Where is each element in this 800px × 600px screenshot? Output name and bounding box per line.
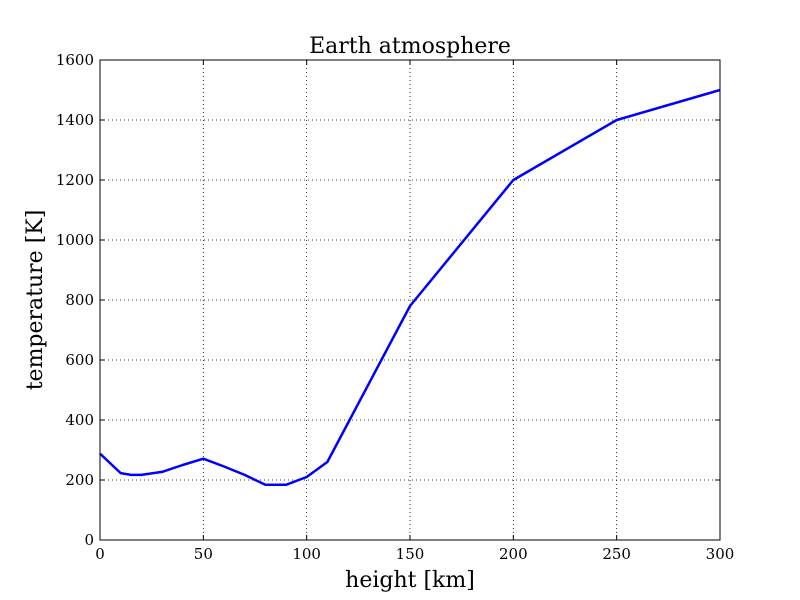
x-tick-label: 50 [194, 545, 213, 563]
y-tick-label: 1000 [56, 231, 94, 249]
y-tick-label: 1400 [56, 111, 94, 129]
x-tick-label: 0 [95, 545, 105, 563]
y-axis-title: temperature [K] [23, 210, 48, 391]
ticks: 0 50 100 150 200 250 300 0 200 400 600 800 1000 1200 1… [56, 51, 735, 563]
y-tick-label: 800 [65, 291, 94, 309]
series-layer [99, 88, 721, 487]
y-tick-label: 1600 [56, 51, 94, 69]
y-tick-label: 200 [65, 471, 94, 489]
x-axis-title: height [km] [345, 568, 475, 593]
x-tick-label: 200 [499, 545, 528, 563]
y-tick-label: 1200 [56, 171, 94, 189]
x-tick-label: 250 [602, 545, 631, 563]
x-tick-label: 300 [706, 545, 735, 563]
series-line [99, 88, 721, 487]
y-tick-label: 0 [84, 531, 94, 549]
x-tick-label: 100 [292, 545, 321, 563]
grid [100, 60, 720, 540]
chart-title: Earth atmosphere [309, 34, 511, 59]
y-tick-label: 600 [65, 351, 94, 369]
x-tick-label: 150 [396, 545, 425, 563]
y-tick-label: 400 [65, 411, 94, 429]
